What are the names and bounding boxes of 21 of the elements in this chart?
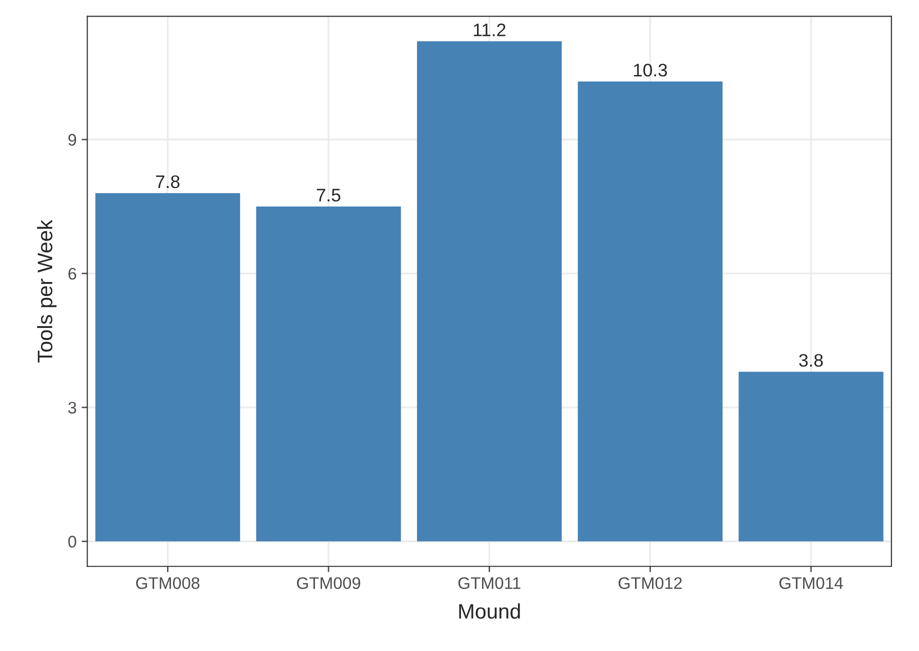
y-tick-label: 3 <box>68 402 76 414</box>
bar <box>416 41 562 542</box>
data-label: 3.8 <box>799 354 823 367</box>
x-axis-title: Mound <box>459 603 520 619</box>
x-tick-label: GTM009 <box>296 577 360 590</box>
y-axis-title: Tools per Week <box>37 220 57 362</box>
y-tick-label: 0 <box>68 536 76 548</box>
x-tick-label: GTM014 <box>779 577 843 590</box>
x-tick-label: GTM011 <box>458 577 520 590</box>
y-tick-label: 6 <box>68 268 76 280</box>
data-label: 7.8 <box>156 175 180 188</box>
x-tick-label: GTM012 <box>618 577 682 590</box>
data-label: 10.3 <box>634 64 667 77</box>
data-label: 11.2 <box>474 24 506 36</box>
data-label: 7.5 <box>316 188 340 202</box>
x-tick-label: GTM008 <box>136 577 200 590</box>
bar <box>95 193 240 542</box>
bar <box>256 206 401 542</box>
bar <box>738 372 884 542</box>
bar <box>578 81 723 542</box>
y-tick-label: 9 <box>68 134 76 146</box>
